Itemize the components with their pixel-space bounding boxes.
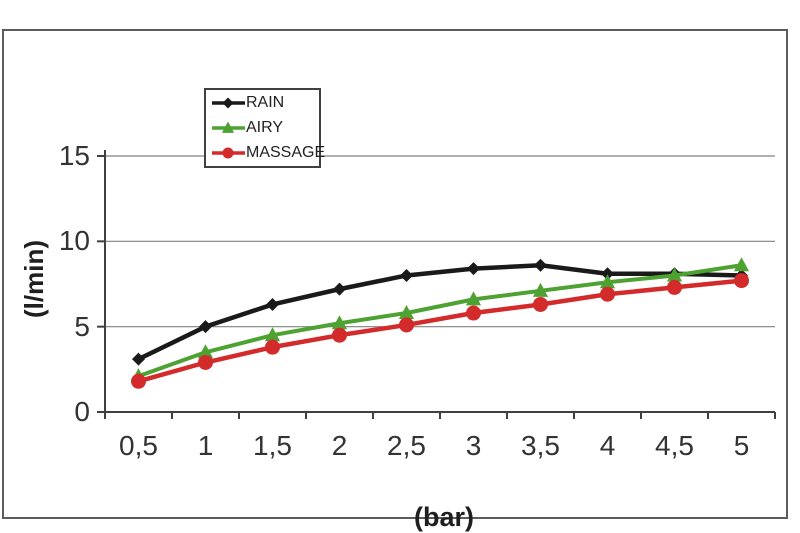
x-tick-label: 2 [331,430,348,461]
legend-item-airy: AIRY [206,116,319,141]
x-tick-label: 4,5 [655,430,694,461]
airy-series-marker-icon [212,121,245,133]
legend-marker-shape [222,97,234,109]
x-tick-label: 3,5 [521,430,560,461]
y-tick-label: 5 [74,310,90,342]
chart-legend: RAIN AIRY MASSAGE [204,88,325,168]
x-tick-label: 3 [465,430,482,461]
y-tick-label: 0 [74,396,90,427]
legend-label-massage: MASSAGE [246,144,326,161]
x-tick-label: 5 [733,430,750,461]
x-tick-label: 1,5 [253,430,292,461]
massage-series-marker-icon [212,147,245,159]
legend-item-rain: RAIN [206,91,319,116]
x-tick-label: 2,5 [387,430,426,461]
y-tick-label: 10 [58,225,90,257]
legend-marker-shape [222,147,234,159]
legend-label-airy: AIRY [246,119,284,136]
y-tick-label: 15 [58,140,90,171]
x-tick-label: 0,5 [119,430,158,461]
x-axis-title: (bar) [414,502,474,532]
rain-series-marker-icon [212,97,245,109]
legend-item-massage: MASSAGE [206,141,325,166]
x-tick-label: 1 [197,430,214,461]
x-tick-label: 4 [599,430,616,461]
legend-label-rain: RAIN [246,94,285,111]
legend-marker-shape [221,121,235,133]
